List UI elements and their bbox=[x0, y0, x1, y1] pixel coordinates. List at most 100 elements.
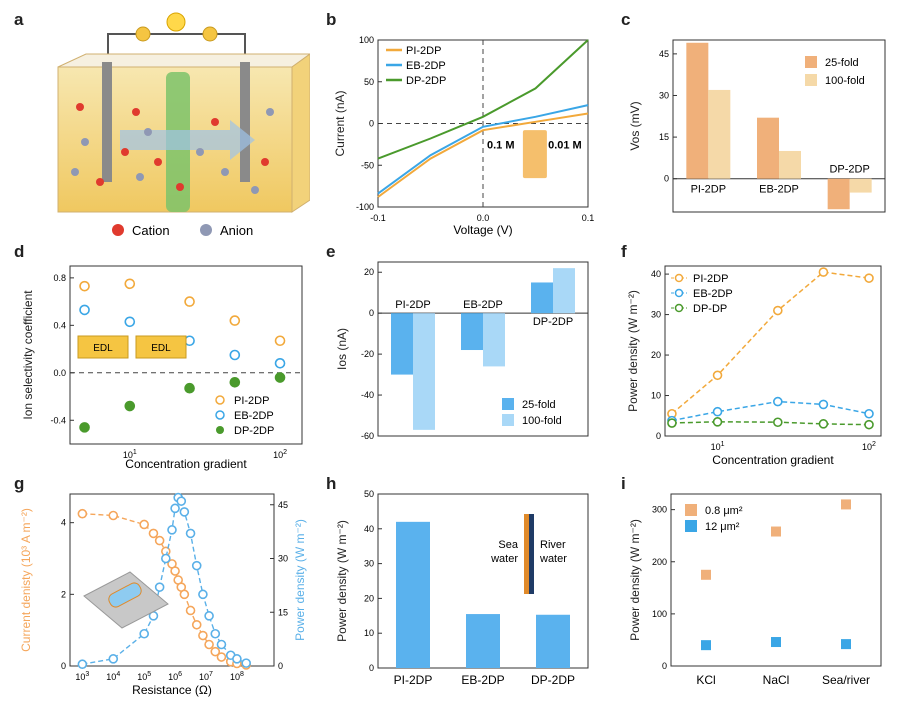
legend-swatch bbox=[674, 288, 684, 298]
y-tick-label: 15 bbox=[278, 607, 288, 617]
plot-frame bbox=[377, 261, 589, 437]
x-tick-label: 0.1 bbox=[582, 213, 595, 223]
chart-d: -0.4 0.0 0.4 0.8 101 102 PI-2DP EB-2DP DP-2DP EDL… bbox=[21, 265, 303, 471]
point-sea/river-0 bbox=[841, 499, 851, 510]
x-axis-label: Voltage (V) bbox=[453, 223, 512, 237]
legend-swatch bbox=[502, 398, 514, 410]
y-tick-label: -100 bbox=[356, 202, 374, 212]
category-label: DP-2DP bbox=[829, 164, 869, 176]
membrane-divider-orange bbox=[524, 514, 529, 594]
y-axis-label: Power density (W m⁻²) bbox=[626, 290, 640, 412]
category-label: EB-2DP bbox=[461, 673, 504, 687]
x-tick-label: 0.0 bbox=[477, 213, 490, 223]
cation-legend-icon bbox=[112, 224, 124, 236]
panel-label-c: c bbox=[621, 10, 631, 29]
legend-label: 0.8 μm² bbox=[705, 505, 743, 517]
y-axis-label: Power density (W m⁻²) bbox=[293, 519, 307, 641]
y-tick-label: -60 bbox=[361, 431, 374, 441]
point-pi-2dp bbox=[184, 296, 195, 307]
x-tick-label: 102 bbox=[273, 449, 287, 460]
chart-c: 0 15 30 45 PI-2DP EB-2DP DP-2DP 25-fold 100-fold… bbox=[628, 39, 886, 213]
schematic-illustration: Cation Anion bbox=[57, 12, 310, 238]
anion-legend-label: Anion bbox=[220, 223, 253, 238]
x-tick-label: 107 bbox=[199, 671, 213, 682]
iv-curve-eb-2dp bbox=[377, 104, 589, 195]
y-axis-label: Current (nA) bbox=[333, 90, 347, 156]
point-1 bbox=[139, 628, 149, 639]
y-tick-label: 50 bbox=[364, 489, 374, 499]
legend-label: EB-2DP bbox=[693, 288, 733, 300]
x-axis-label: Resistance (Ω) bbox=[132, 683, 212, 697]
point-0 bbox=[170, 566, 180, 576]
x-tick-label: 105 bbox=[137, 671, 151, 682]
legend-label: 12 μm² bbox=[705, 521, 740, 533]
bar-dp-2dp-1 bbox=[553, 268, 575, 314]
point-pi-2dp bbox=[229, 315, 241, 326]
y-tick-label: -20 bbox=[361, 349, 374, 359]
category-label: DP-2DP bbox=[533, 316, 573, 328]
point-dp-dp bbox=[818, 419, 829, 429]
point-nacl-0 bbox=[771, 526, 781, 537]
point-pi-2dp bbox=[818, 267, 829, 277]
legend-label: 100-fold bbox=[825, 75, 865, 87]
legend-swatch bbox=[674, 303, 684, 313]
point-dp-dp bbox=[712, 417, 723, 427]
panel-label-a: a bbox=[14, 10, 24, 29]
y-tick-label: 0 bbox=[369, 308, 374, 318]
y-tick-label: -0.4 bbox=[50, 415, 66, 425]
iv-curve-dp-2dp bbox=[377, 39, 589, 160]
y-tick-label: 0 bbox=[664, 174, 669, 184]
y-axis-label: Current denisty (10³ A m⁻²) bbox=[19, 508, 33, 652]
legend-label: PI-2DP bbox=[406, 45, 441, 57]
ion-flow-arrow bbox=[120, 120, 255, 160]
point-1 bbox=[191, 560, 202, 571]
edl-label-left: EDL bbox=[93, 343, 113, 354]
point-sea/river-1 bbox=[841, 639, 851, 650]
bar-eb-2dp bbox=[466, 614, 500, 668]
plot-frame bbox=[69, 265, 303, 445]
x-tick-label: -0.1 bbox=[370, 213, 386, 223]
bar-pi-2dp bbox=[396, 521, 430, 668]
y-tick-label: 10 bbox=[364, 628, 374, 638]
edl-label-right: EDL bbox=[151, 343, 171, 354]
y-tick-label: 50 bbox=[364, 77, 374, 87]
sea-water-label-2: water bbox=[490, 553, 518, 565]
bar-dp-2dp-0 bbox=[531, 282, 553, 314]
x-tick-label: 108 bbox=[230, 671, 244, 682]
edl-inset-right bbox=[135, 335, 187, 359]
point-1 bbox=[210, 628, 221, 639]
point-kcl-1 bbox=[701, 640, 711, 651]
river-water-label-2: water bbox=[539, 553, 567, 565]
chart-g: 0 2 4 0 15 30 45 103 104 105 106 107 108 Resistance (… bbox=[19, 492, 307, 697]
circuit-wire bbox=[107, 33, 246, 72]
y-axis-label: Ios (nA) bbox=[335, 328, 349, 370]
y-tick-label: 100 bbox=[359, 35, 374, 45]
category-label: EB-2DP bbox=[759, 184, 799, 196]
y-tick-label: 15 bbox=[659, 132, 669, 142]
light-bulb-icon bbox=[166, 12, 186, 32]
bar-dp-2dp bbox=[536, 614, 570, 668]
anion-legend-icon bbox=[200, 224, 212, 236]
y-tick-label: 45 bbox=[659, 49, 669, 59]
tank-side bbox=[291, 53, 310, 213]
panel-label-i: i bbox=[621, 474, 626, 493]
point-0 bbox=[216, 652, 227, 662]
x-tick-label: 106 bbox=[168, 671, 182, 682]
point-dp-2dp bbox=[274, 372, 286, 383]
bar-eb-2dp-1 bbox=[779, 150, 801, 179]
resistor-icon bbox=[135, 26, 151, 42]
point-0 bbox=[185, 605, 196, 616]
y-tick-label: 2 bbox=[61, 589, 66, 599]
resistor-icon-2 bbox=[202, 26, 218, 42]
legend-label: DP-DP bbox=[693, 303, 727, 315]
panel-label-e: e bbox=[326, 242, 336, 261]
legend-label: 25-fold bbox=[825, 57, 859, 69]
bar-eb-2dp-1 bbox=[483, 313, 505, 367]
y-tick-label: 20 bbox=[364, 593, 374, 603]
y-tick-label: 200 bbox=[652, 557, 667, 567]
point-eb-2dp bbox=[712, 406, 723, 417]
legend-swatch bbox=[216, 426, 224, 434]
category-label: PI-2DP bbox=[691, 184, 726, 196]
point-1 bbox=[241, 658, 251, 668]
y-tick-label: 0 bbox=[662, 661, 667, 671]
